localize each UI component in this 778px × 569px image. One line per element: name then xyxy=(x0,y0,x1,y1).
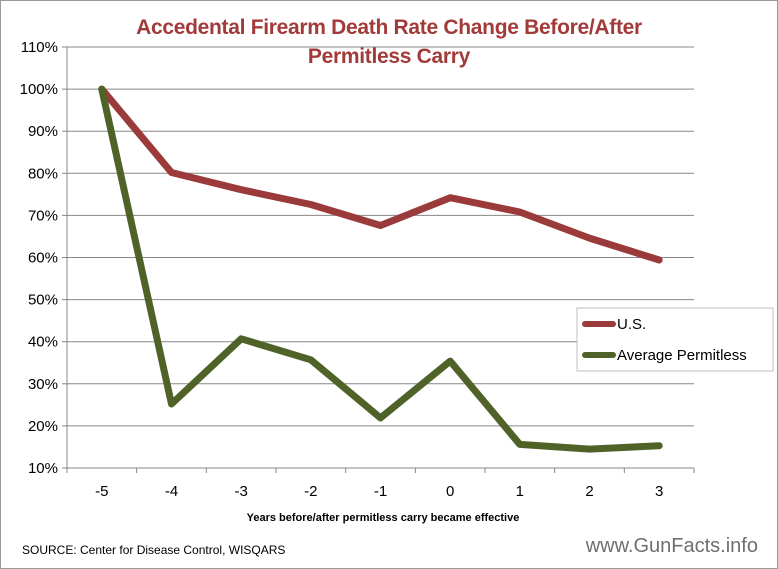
data-point-u-s xyxy=(516,208,524,216)
data-point-average-permitless xyxy=(655,442,663,449)
data-point-average-permitless xyxy=(516,441,524,448)
data-point-u-s xyxy=(168,169,175,176)
data-point-u-s xyxy=(307,201,315,208)
y-tick-label: 100% xyxy=(20,81,58,98)
gridlines xyxy=(62,46,694,469)
data-point-u-s xyxy=(377,222,384,229)
data-point-u-s xyxy=(237,186,245,193)
y-tick-label: 10% xyxy=(28,460,58,477)
y-tick-label: 40% xyxy=(28,334,58,351)
data-point-u-s xyxy=(655,256,663,264)
series-line-u-s xyxy=(98,85,663,264)
y-tick-label: 30% xyxy=(28,376,58,393)
y-tick-label: 90% xyxy=(28,123,58,140)
watermark: www.GunFacts.info xyxy=(585,535,758,557)
x-axis-tick-labels: -5 -4 -3 -2 -1 0 1 2 3 xyxy=(95,483,663,500)
x-tick-label: -3 xyxy=(234,483,247,500)
y-tick-label: 60% xyxy=(28,250,58,267)
x-tick-label: 1 xyxy=(516,483,524,500)
chart-title-line-2: Permitless Carry xyxy=(308,45,471,68)
data-point-u-s xyxy=(446,194,454,201)
y-tick-label: 80% xyxy=(28,165,58,182)
x-tick-label: -5 xyxy=(95,483,108,500)
data-point-average-permitless xyxy=(377,414,384,422)
x-tick-label: 0 xyxy=(446,483,454,500)
y-tick-label: 20% xyxy=(28,418,58,435)
y-tick-label: 50% xyxy=(28,292,58,309)
data-point-average-permitless xyxy=(168,400,175,408)
data-series xyxy=(98,85,663,453)
axes xyxy=(66,47,695,473)
x-tick-label: -4 xyxy=(165,483,178,500)
data-point-average-permitless xyxy=(586,445,593,453)
x-tick-label: 2 xyxy=(585,483,593,500)
legend-box xyxy=(576,307,774,372)
source-note: SOURCE: Center for Disease Control, WISQ… xyxy=(22,543,285,557)
x-tick-label: 3 xyxy=(655,483,663,500)
data-point-average-permitless xyxy=(98,85,106,93)
y-axis-tick-labels: 10% 20% 30% 40% 50% 60% 70% 80% 90% 100% 110% xyxy=(20,39,58,477)
data-point-average-permitless xyxy=(307,356,315,364)
legend-label-us: U.S. xyxy=(617,316,646,333)
x-axis-label: Years before/after permitless carry beca… xyxy=(247,512,520,524)
x-tick-label: -2 xyxy=(304,483,317,500)
data-point-u-s xyxy=(586,234,593,242)
chart-title-line-1: Accedental Firearm Death Rate Change Bef… xyxy=(136,16,642,39)
legend: U.S. Average Permitless xyxy=(576,307,774,372)
data-point-average-permitless xyxy=(446,357,454,365)
y-tick-label: 110% xyxy=(21,39,58,56)
legend-label-average-permitless: Average Permitless xyxy=(617,347,747,364)
y-tick-label: 70% xyxy=(28,207,58,224)
data-point-average-permitless xyxy=(237,335,245,342)
x-tick-label: -1 xyxy=(374,483,387,500)
series-line-average-permitless xyxy=(98,85,663,453)
